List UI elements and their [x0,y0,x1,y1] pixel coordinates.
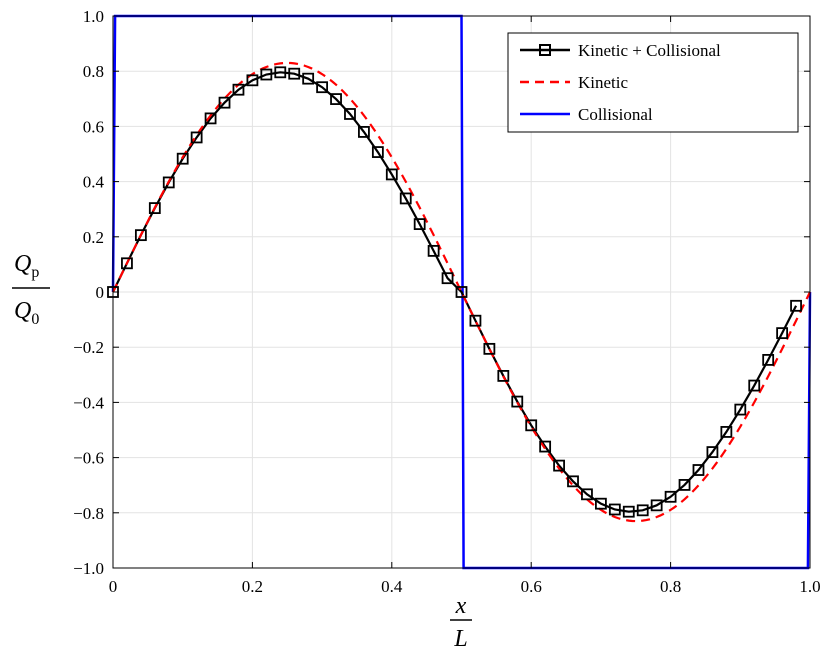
data-point-kinetic-collisional [246,74,259,87]
y-tick-label: −0.4 [73,393,104,412]
data-point-kinetic-collisional [148,202,161,214]
data-point-kinetic-collisional [720,426,733,438]
data-point-kinetic-collisional [511,395,524,408]
y-axis-label: Qp Q0 [12,251,50,328]
data-point-kinetic-collisional [581,488,593,501]
data-point-kinetic-collisional [302,72,315,85]
data-point-kinetic-collisional [776,327,789,340]
data-point-kinetic-collisional [553,459,565,472]
data-point-kinetic-collisional [344,108,356,120]
x-label-denominator: L [453,626,467,652]
y-tick-label: −0.6 [73,449,104,468]
data-point-kinetic-collisional [567,475,579,488]
x-label-numerator: x [455,593,467,619]
data-point-kinetic-collisional [121,257,133,270]
data-point-kinetic-collisional [288,67,301,80]
y-label-numerator: Qp [14,251,39,281]
data-point-kinetic-collisional [218,96,231,109]
y-tick-label: 0.6 [83,117,104,136]
x-axis-label: x L [450,593,472,652]
data-point-kinetic-collisional [748,379,761,392]
data-point-kinetic-collisional [190,131,203,144]
data-point-kinetic-collisional [595,497,607,510]
x-tick-label: 0.8 [660,577,681,596]
data-point-kinetic-collisional [692,464,705,476]
x-tick-label: 0.2 [242,577,263,596]
data-point-kinetic-collisional [790,299,802,312]
data-point-kinetic-collisional [636,504,649,517]
data-point-kinetic-collisional [469,314,482,327]
data-point-kinetic-collisional [734,403,747,416]
data-point-kinetic-collisional [525,419,538,432]
data-point-kinetic-collisional [441,272,454,285]
legend-label-collisional: Collisional [578,105,653,124]
legend-label-kinetic-collisional: Kinetic + Collisional [578,41,721,60]
data-point-kinetic-collisional [358,126,370,138]
data-point-kinetic-collisional [427,244,440,257]
y-tick-label: −1.0 [73,559,104,578]
data-point-kinetic-collisional [385,168,398,181]
data-point-kinetic-collisional [483,342,496,355]
data-point-kinetic-collisional [622,505,635,518]
x-tick-label: 0.6 [521,577,542,596]
series-group [107,14,812,570]
series-line-kinetic [112,61,811,523]
data-point-kinetic-collisional [176,152,189,165]
data-point-kinetic-collisional [664,490,677,503]
data-point-kinetic-collisional [706,446,719,458]
data-point-kinetic-collisional [330,93,342,105]
y-tick-label: 0 [96,283,105,302]
x-tick-label: 0 [109,577,118,596]
data-point-kinetic-collisional [497,370,510,382]
data-point-kinetic-collisional [260,68,273,81]
data-point-kinetic-collisional [162,176,175,189]
ticks [112,15,811,569]
data-point-kinetic-collisional [399,192,412,205]
data-point-kinetic-collisional [650,499,663,512]
y-tick-label: −0.8 [73,504,104,523]
series-line-kinetic-collisional [112,71,798,513]
x-tick-label: 0.4 [381,577,403,596]
data-point-kinetic-collisional [134,229,147,242]
data-point-kinetic-collisional [232,83,245,96]
data-point-kinetic-collisional [413,218,426,231]
data-point-kinetic-collisional [371,146,384,158]
data-point-kinetic-collisional [678,479,691,491]
legend: Kinetic + Collisional Kinetic Collisiona… [507,32,799,133]
y-label-denominator: Q0 [14,298,39,328]
y-tick-label: 0.4 [83,173,105,192]
data-point-kinetic-collisional [274,66,287,79]
data-point-kinetic-collisional [762,353,775,366]
legend-marker-kinetic-collisional [539,44,551,56]
data-point-kinetic-collisional [539,440,552,453]
data-point-kinetic-collisional [204,112,217,125]
y-tick-label: 0.2 [83,228,104,247]
y-tick-label: 1.0 [83,7,104,26]
data-point-kinetic-collisional [608,503,621,516]
tick-labels: 0 0.2 0.4 0.6 0.8 1.0 −1.0 −0.8 −0.6 −0.4 −0.2 0 0.2… [73,7,820,596]
data-point-kinetic-collisional [455,286,468,298]
legend-label-kinetic: Kinetic [578,73,628,92]
x-tick-label: 1.0 [799,577,820,596]
y-tick-label: −0.2 [73,338,104,357]
y-tick-label: 0.8 [83,62,104,81]
data-point-kinetic-collisional [316,81,329,94]
